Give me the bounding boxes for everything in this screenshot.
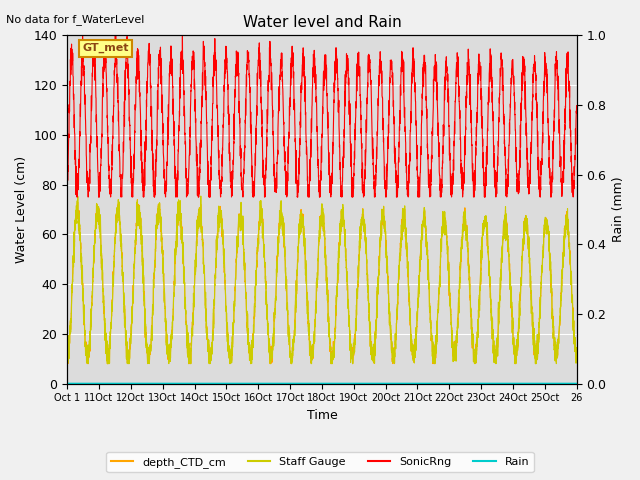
depth_CTD_cm [63, 353, 71, 359]
Rain [524, 381, 532, 386]
Staff Gauge [64, 361, 72, 367]
Staff Gauge [63, 357, 71, 363]
Staff Gauge [173, 229, 180, 235]
Text: GT_met: GT_met [83, 43, 129, 53]
Title: Water level and Rain: Water level and Rain [243, 15, 401, 30]
depth_CTD_cm [134, 197, 141, 203]
Rain [573, 381, 580, 386]
Y-axis label: Rain (mm): Rain (mm) [612, 177, 625, 242]
Rain [63, 381, 71, 386]
depth_CTD_cm [206, 353, 214, 359]
Staff Gauge [206, 352, 214, 358]
Y-axis label: Water Level (cm): Water Level (cm) [15, 156, 28, 263]
Staff Gauge [573, 358, 580, 364]
depth_CTD_cm [64, 361, 72, 367]
Rain [572, 381, 580, 386]
Staff Gauge [197, 193, 205, 199]
Line: depth_CTD_cm: depth_CTD_cm [67, 200, 577, 364]
Staff Gauge [573, 354, 580, 360]
depth_CTD_cm [573, 352, 580, 358]
Staff Gauge [525, 248, 532, 253]
SonicRng [206, 192, 214, 198]
SonicRng [525, 191, 532, 197]
Line: Staff Gauge: Staff Gauge [67, 196, 577, 364]
SonicRng [63, 179, 71, 184]
SonicRng [372, 171, 380, 177]
X-axis label: Time: Time [307, 409, 337, 422]
Staff Gauge [381, 223, 388, 229]
depth_CTD_cm [173, 235, 180, 240]
SonicRng [573, 103, 580, 108]
Text: No data for f_WaterLevel: No data for f_WaterLevel [6, 14, 145, 25]
Rain [172, 381, 180, 386]
Rain [380, 381, 388, 386]
Rain [205, 381, 213, 386]
Staff Gauge [372, 324, 380, 330]
Rain [371, 381, 379, 386]
SonicRng [79, 33, 86, 38]
SonicRng [173, 175, 180, 181]
depth_CTD_cm [372, 328, 380, 334]
depth_CTD_cm [573, 357, 580, 362]
SonicRng [573, 107, 580, 113]
SonicRng [381, 177, 388, 182]
depth_CTD_cm [525, 243, 532, 249]
SonicRng [73, 194, 81, 200]
depth_CTD_cm [381, 223, 388, 228]
Legend: depth_CTD_cm, Staff Gauge, SonicRng, Rain: depth_CTD_cm, Staff Gauge, SonicRng, Rai… [106, 452, 534, 472]
Line: SonicRng: SonicRng [67, 36, 577, 197]
